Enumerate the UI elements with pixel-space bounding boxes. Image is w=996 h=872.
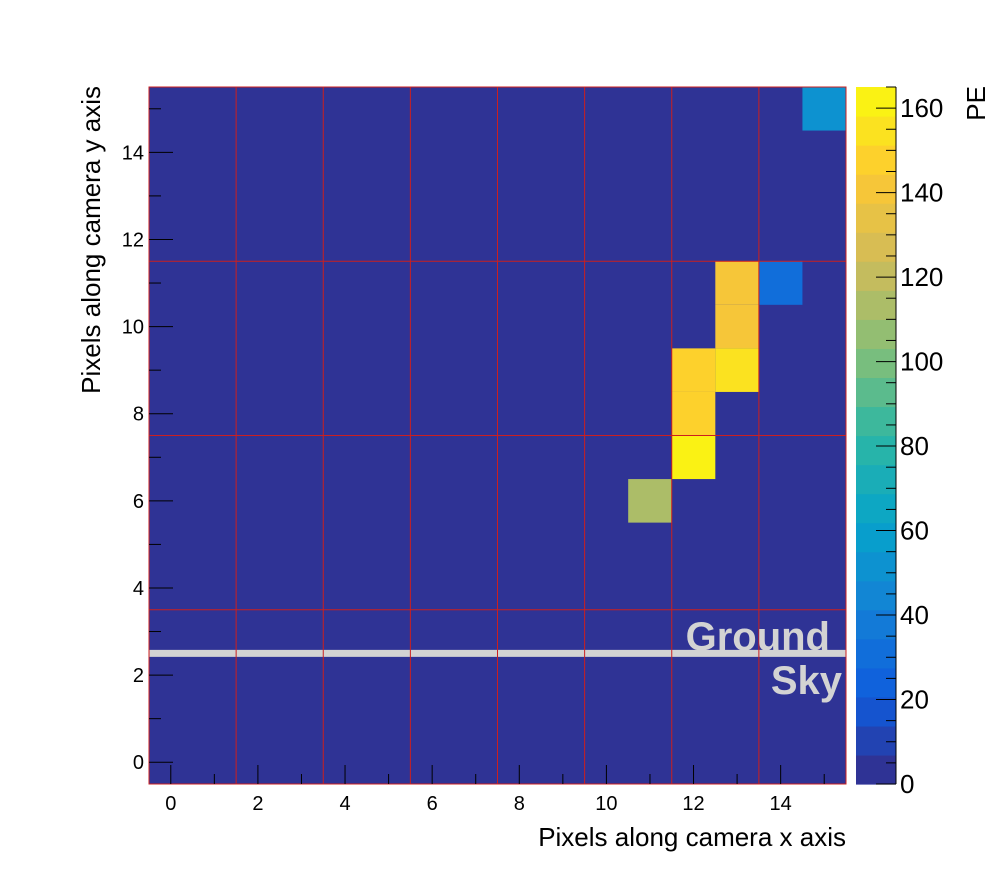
colorbar-band (856, 464, 896, 495)
y-tick-label: 0 (133, 752, 144, 774)
sky-annotation: Sky (771, 659, 843, 703)
x-tick-label: 8 (514, 793, 525, 815)
x-tick-label: 6 (427, 793, 438, 815)
colorbar-band (856, 406, 896, 437)
colorbar-band (856, 348, 896, 379)
colorbar-tick-label: 40 (900, 600, 929, 630)
plot-frame (148, 86, 847, 785)
colorbar-band (856, 580, 896, 611)
colorbar-band (856, 522, 896, 553)
x-tick-label: 2 (252, 793, 263, 815)
heatmap-cell (671, 391, 716, 436)
plot-area: 0 2 4 6 8 10 12 14 0 2 4 6 8 10 12 14 (122, 86, 847, 815)
heatmap-cell (715, 261, 759, 305)
colorbar-band (856, 493, 896, 524)
colorbar-label: PE (961, 86, 991, 121)
colorbar-band (856, 87, 896, 117)
colorbar-tick-label: 140 (900, 178, 943, 208)
colorbar-band (856, 290, 896, 320)
y-axis-label: Pixels along camera y axis (76, 86, 106, 394)
colorbar-band (856, 551, 896, 582)
y-tick-label: 4 (133, 578, 144, 600)
x-tick-label: 14 (770, 793, 792, 815)
colorbar-band (856, 116, 896, 146)
heatmap-cell (715, 348, 759, 392)
colorbar-band (856, 174, 896, 204)
colorbar-band (856, 203, 896, 233)
heatmap-cell (671, 348, 716, 392)
colorbar-band (856, 725, 896, 756)
colorbar-tick-label: 60 (900, 516, 929, 546)
colorbar-tick-label: 80 (900, 431, 929, 461)
heatmap-cell (758, 261, 803, 305)
heatmap-cell (802, 87, 846, 131)
y-tick-label: 8 (133, 404, 144, 426)
colorbar-band (856, 667, 896, 698)
colorbar-tick-label: 0 (900, 769, 914, 799)
y-tick-label: 10 (122, 317, 144, 339)
colorbar-band (856, 145, 896, 175)
colorbar-tick-label: 160 (900, 93, 943, 123)
colorbar-band (856, 609, 896, 640)
colorbar-band (856, 696, 896, 727)
x-tick-label: 12 (682, 793, 704, 815)
x-tick-label: 4 (339, 793, 350, 815)
colorbar-band (856, 319, 896, 349)
x-axis-label: Pixels along camera x axis (538, 822, 846, 852)
heatmap-cell (715, 304, 759, 349)
x-tick-label: 10 (595, 793, 617, 815)
colorbar-tick-label: 20 (900, 685, 929, 715)
x-tick-label: 0 (165, 793, 176, 815)
y-tick-label: 14 (122, 142, 144, 164)
colorbar-band (856, 377, 896, 408)
y-tick-label: 2 (133, 665, 144, 687)
colorbar-band (856, 261, 896, 291)
y-tick-label: 12 (122, 229, 144, 251)
ground-annotation: Ground (686, 615, 830, 659)
colorbar-band (856, 754, 896, 785)
colorbar-tick-label: 120 (900, 262, 943, 292)
colorbar-tick-label: 100 (900, 347, 943, 377)
colorbar-band (856, 232, 896, 262)
heatmap-cell (628, 479, 672, 523)
colorbar: 0 20 40 60 80 100 120 140 160 (856, 86, 943, 799)
y-tick-label: 6 (133, 491, 144, 513)
colorbar-band (856, 435, 896, 466)
colorbar-band (856, 638, 896, 669)
heatmap-cell (671, 435, 716, 480)
